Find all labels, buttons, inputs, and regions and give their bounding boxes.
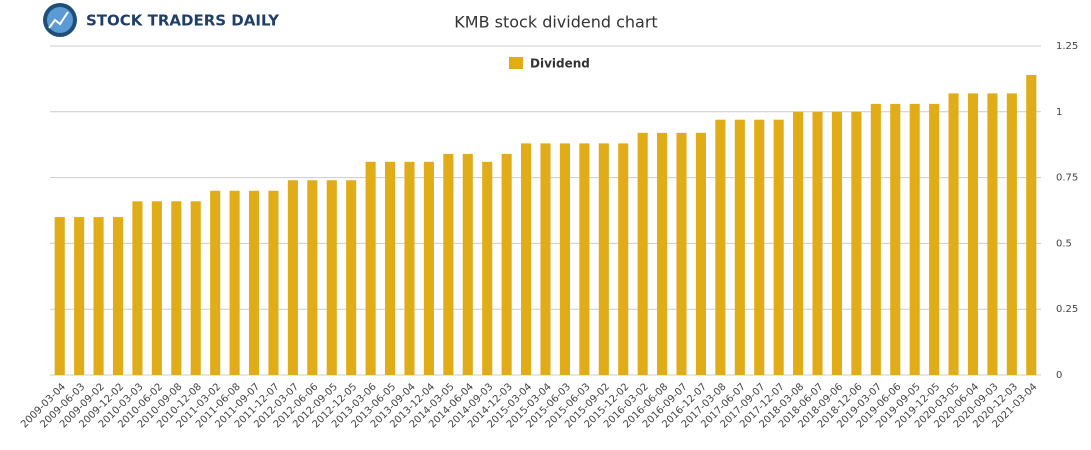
- bar: [501, 153, 512, 375]
- bar: [482, 161, 493, 375]
- logo-icon-line: [48, 11, 69, 29]
- bar: [93, 217, 104, 375]
- bar: [404, 161, 415, 375]
- bar: [929, 103, 940, 376]
- bar: [54, 217, 65, 375]
- legend-label: Dividend: [530, 57, 590, 71]
- y-tick-label: 0.5: [1056, 238, 1072, 249]
- y-tick-label: 1.25: [1056, 41, 1078, 52]
- bar: [559, 143, 570, 375]
- bar: [715, 119, 726, 375]
- bar: [190, 201, 201, 375]
- bar: [695, 132, 707, 375]
- bar: [734, 119, 745, 375]
- bar: [831, 111, 843, 376]
- bar: [112, 217, 124, 375]
- bar: [598, 143, 609, 375]
- bar: [909, 103, 920, 376]
- bar: [657, 132, 668, 375]
- bar: [268, 190, 279, 375]
- bar: [987, 93, 998, 375]
- bar: [618, 143, 629, 375]
- bar: [773, 119, 784, 375]
- bar: [443, 153, 454, 375]
- bar: [210, 190, 221, 375]
- bar: [812, 111, 823, 376]
- bar: [851, 111, 862, 376]
- bar: [890, 103, 901, 376]
- bar: [579, 143, 590, 375]
- bar: [287, 180, 298, 375]
- bar: [540, 143, 551, 375]
- bar: [151, 201, 162, 375]
- bar: [229, 190, 240, 375]
- logo-text: STOCK TRADERS DAILY: [86, 12, 280, 30]
- bar: [384, 161, 396, 375]
- bar: [676, 132, 687, 375]
- bar: [1006, 93, 1017, 375]
- bar: [326, 180, 337, 375]
- bar: [637, 132, 648, 375]
- legend-swatch: [509, 57, 523, 69]
- y-tick-label: 1: [1056, 107, 1062, 118]
- bar: [74, 217, 85, 375]
- bar: [346, 180, 357, 375]
- bar: [171, 201, 182, 375]
- bar: [423, 161, 434, 375]
- bar: [248, 190, 260, 375]
- bar: [793, 111, 804, 376]
- bar: [754, 119, 765, 375]
- bar: [365, 161, 376, 375]
- y-tick-label: 0.25: [1056, 304, 1078, 315]
- logo: STOCK TRADERS DAILY: [43, 3, 280, 37]
- bar: [967, 93, 979, 375]
- logo-icon-inner: [47, 7, 73, 33]
- y-tick-label: 0: [1056, 370, 1062, 381]
- bar: [462, 153, 473, 375]
- bar: [521, 143, 532, 375]
- bar: [948, 93, 959, 375]
- y-tick-label: 0.75: [1056, 173, 1078, 184]
- bar: [307, 180, 318, 375]
- bar: [132, 201, 143, 375]
- bar: [870, 103, 881, 376]
- chart-title: KMB stock dividend chart: [454, 13, 657, 32]
- bar: [1026, 74, 1037, 376]
